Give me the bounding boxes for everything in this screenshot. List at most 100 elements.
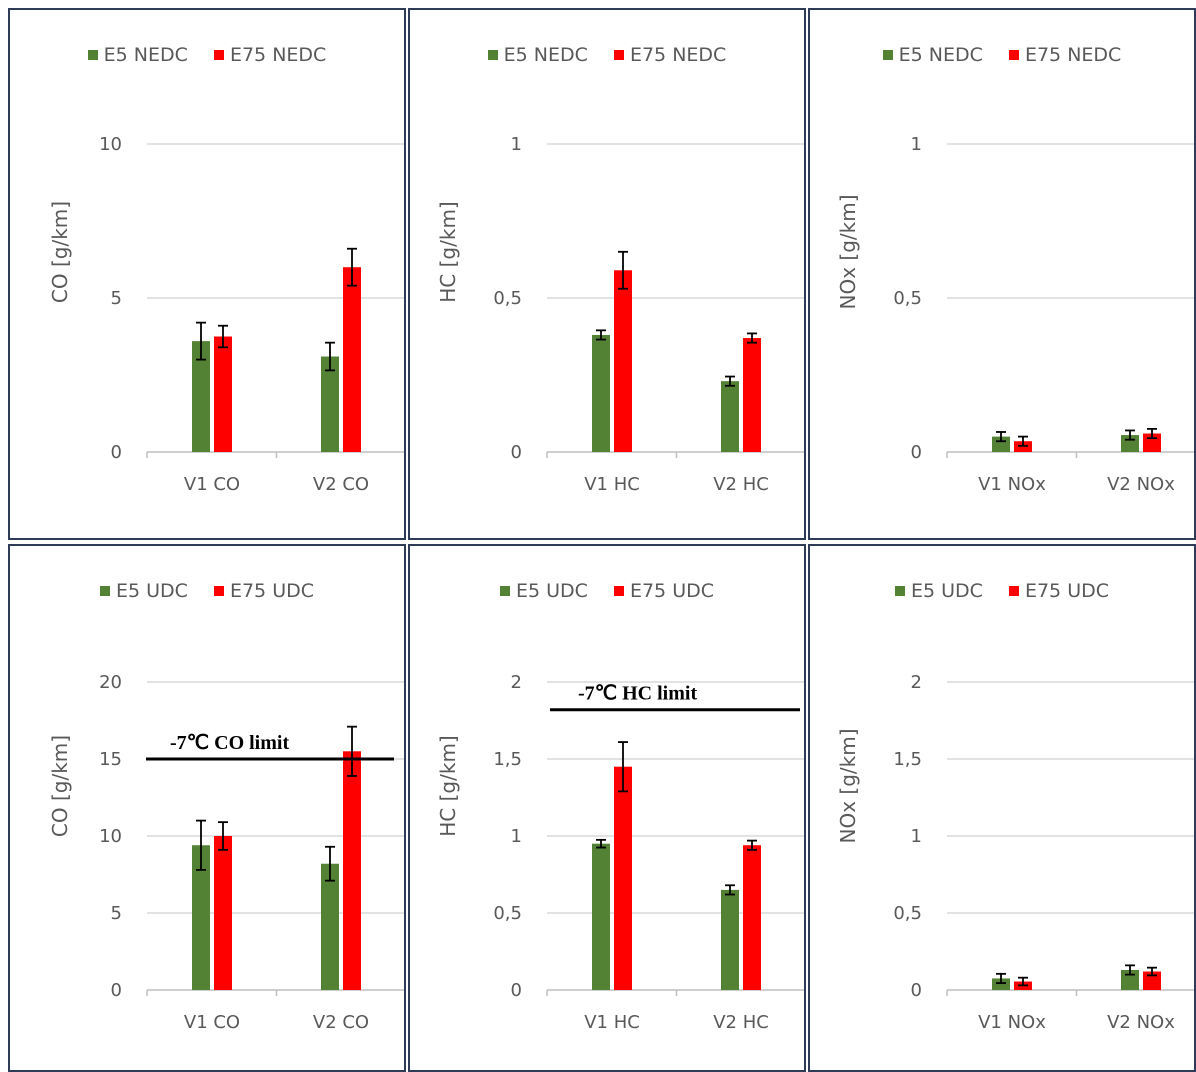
y-tick-label: 0,5 bbox=[893, 903, 922, 924]
chart-panel-co-nedc: E5 NEDC E75 NEDC CO [g/km] 0 5 10 V1 CO V2 C… bbox=[8, 8, 406, 540]
legend-item-e5: E5 UDC bbox=[894, 580, 983, 602]
bar bbox=[343, 267, 361, 452]
bar bbox=[214, 336, 232, 452]
x-category-label: V2 NOx bbox=[1107, 1012, 1175, 1033]
limit-label: -7℃ CO limit bbox=[170, 732, 289, 754]
bar bbox=[343, 751, 361, 990]
legend-swatch-e75 bbox=[213, 50, 224, 60]
bar bbox=[592, 334, 610, 452]
bar bbox=[192, 341, 210, 452]
legend-label: E5 NEDC bbox=[103, 44, 188, 66]
x-category-label: V1 CO bbox=[184, 1012, 240, 1033]
legend-swatch-e5 bbox=[499, 586, 510, 596]
chart-panel-co-udc: E5 UDC E75 UDC CO [g/km] 0 5 10 15 20 V1 CO V2… bbox=[8, 544, 406, 1072]
y-tick-label: 15 bbox=[99, 749, 122, 770]
legend-swatch-e75 bbox=[213, 586, 224, 596]
x-category-label: V1 CO bbox=[184, 474, 240, 495]
legend-label: E75 UDC bbox=[229, 580, 314, 602]
chart-panel-nox-nedc: E5 NEDC E75 NEDC NOx [g/km] 0 0,5 1 V1 NOx V… bbox=[808, 8, 1196, 540]
legend: E5 NEDC E75 NEDC bbox=[10, 44, 404, 66]
bar bbox=[321, 356, 339, 452]
bar bbox=[992, 978, 1010, 990]
y-tick-label: 1 bbox=[911, 826, 922, 847]
chart-plot: 0 0,5 1 V1 HC V2 HC bbox=[493, 134, 804, 495]
legend-label: E75 NEDC bbox=[629, 44, 727, 66]
y-tick-label: 0,5 bbox=[893, 288, 922, 309]
bar bbox=[192, 845, 210, 990]
x-category-label: V1 NOx bbox=[978, 474, 1046, 495]
y-tick-label: 0 bbox=[511, 442, 522, 463]
legend-swatch-e5 bbox=[87, 50, 98, 60]
legend: E5 NEDC E75 NEDC bbox=[810, 44, 1194, 66]
y-tick-label: 1 bbox=[511, 826, 522, 847]
legend-item-e75: E75 NEDC bbox=[1008, 44, 1121, 66]
chart-panel-hc-udc: E5 UDC E75 UDC HC [g/km] 0 0,5 1 1,5 2 V1 HC V… bbox=[408, 544, 806, 1072]
legend-swatch-e5 bbox=[487, 50, 498, 60]
y-tick-label: 1 bbox=[511, 134, 522, 155]
chart-panel-nox-udc: E5 UDC E75 UDC NOx [g/km] 0 0,5 1 1,5 2 V1 NO… bbox=[808, 544, 1196, 1072]
y-tick-label: 5 bbox=[111, 903, 122, 924]
y-tick-label: 0 bbox=[111, 442, 122, 463]
legend-swatch-e75 bbox=[613, 50, 624, 60]
legend-swatch-e75 bbox=[613, 586, 624, 596]
legend-label: E75 NEDC bbox=[229, 44, 327, 66]
x-category-label: V1 HC bbox=[584, 1012, 640, 1033]
y-tick-label: 0 bbox=[511, 980, 522, 1001]
legend: E5 UDC E75 UDC bbox=[10, 580, 404, 602]
legend-item-e75: E75 UDC bbox=[613, 580, 714, 602]
chart-panel-hc-nedc: E5 NEDC E75 NEDC HC [g/km] 0 0,5 1 V1 HC V2 … bbox=[408, 8, 806, 540]
bar bbox=[721, 889, 739, 990]
y-tick-label: 2 bbox=[511, 672, 522, 693]
legend-label: E5 UDC bbox=[910, 580, 983, 602]
chart-plot: 0 5 10 V1 CO V2 CO bbox=[99, 134, 404, 495]
chart-plot: 0 0,5 1 1,5 2 V1 NOx V2 NOx bbox=[893, 672, 1194, 1033]
legend-swatch-e5 bbox=[894, 586, 905, 596]
y-tick-label: 0,5 bbox=[493, 903, 522, 924]
bar bbox=[321, 863, 339, 990]
legend-label: E75 UDC bbox=[629, 580, 714, 602]
y-tick-label: 0,5 bbox=[493, 288, 522, 309]
bar bbox=[214, 836, 232, 990]
legend-label: E5 NEDC bbox=[898, 44, 983, 66]
x-category-label: V1 NOx bbox=[978, 1012, 1046, 1033]
bar bbox=[614, 270, 632, 452]
legend-item-e5: E5 UDC bbox=[99, 580, 188, 602]
legend-item-e5: E5 NEDC bbox=[487, 44, 588, 66]
legend-label: E5 UDC bbox=[115, 580, 188, 602]
x-category-label: V2 NOx bbox=[1107, 474, 1175, 495]
legend-label: E75 UDC bbox=[1024, 580, 1109, 602]
y-tick-label: 1 bbox=[911, 134, 922, 155]
legend: E5 UDC E75 UDC bbox=[810, 580, 1194, 602]
y-tick-label: 0 bbox=[111, 980, 122, 1001]
legend-swatch-e5 bbox=[99, 586, 110, 596]
x-category-label: V2 HC bbox=[713, 1012, 769, 1033]
legend-item-e5: E5 NEDC bbox=[882, 44, 983, 66]
x-category-label: V1 HC bbox=[584, 474, 640, 495]
bar bbox=[721, 381, 739, 452]
y-tick-label: 10 bbox=[99, 826, 122, 847]
y-tick-label: 10 bbox=[99, 134, 122, 155]
chart-plot: 0 0,5 1 1,5 2 V1 HC V2 HC -7℃ HC limit bbox=[493, 672, 804, 1033]
chart-plot: 0 0,5 1 V1 NOx V2 NOx bbox=[893, 134, 1194, 495]
y-tick-label: 1,5 bbox=[893, 749, 922, 770]
legend-item-e5: E5 UDC bbox=[499, 580, 588, 602]
legend-item-e75: E75 NEDC bbox=[613, 44, 727, 66]
legend-item-e75: E75 NEDC bbox=[213, 44, 327, 66]
legend-swatch-e75 bbox=[1008, 50, 1019, 60]
legend-label: E5 NEDC bbox=[503, 44, 588, 66]
limit-label: -7℃ HC limit bbox=[578, 683, 697, 705]
y-tick-label: 0 bbox=[911, 980, 922, 1001]
x-category-label: V2 HC bbox=[713, 474, 769, 495]
legend-swatch-e75 bbox=[1008, 586, 1019, 596]
legend-item-e75: E75 UDC bbox=[1008, 580, 1109, 602]
y-tick-label: 1,5 bbox=[493, 749, 522, 770]
y-tick-label: 2 bbox=[911, 672, 922, 693]
legend-item-e75: E75 UDC bbox=[213, 580, 314, 602]
bar bbox=[743, 845, 761, 990]
bar bbox=[743, 338, 761, 452]
legend-swatch-e5 bbox=[882, 50, 893, 60]
x-category-label: V2 CO bbox=[313, 474, 369, 495]
x-category-label: V2 CO bbox=[313, 1012, 369, 1033]
legend: E5 NEDC E75 NEDC bbox=[410, 44, 804, 66]
y-tick-label: 5 bbox=[111, 288, 122, 309]
